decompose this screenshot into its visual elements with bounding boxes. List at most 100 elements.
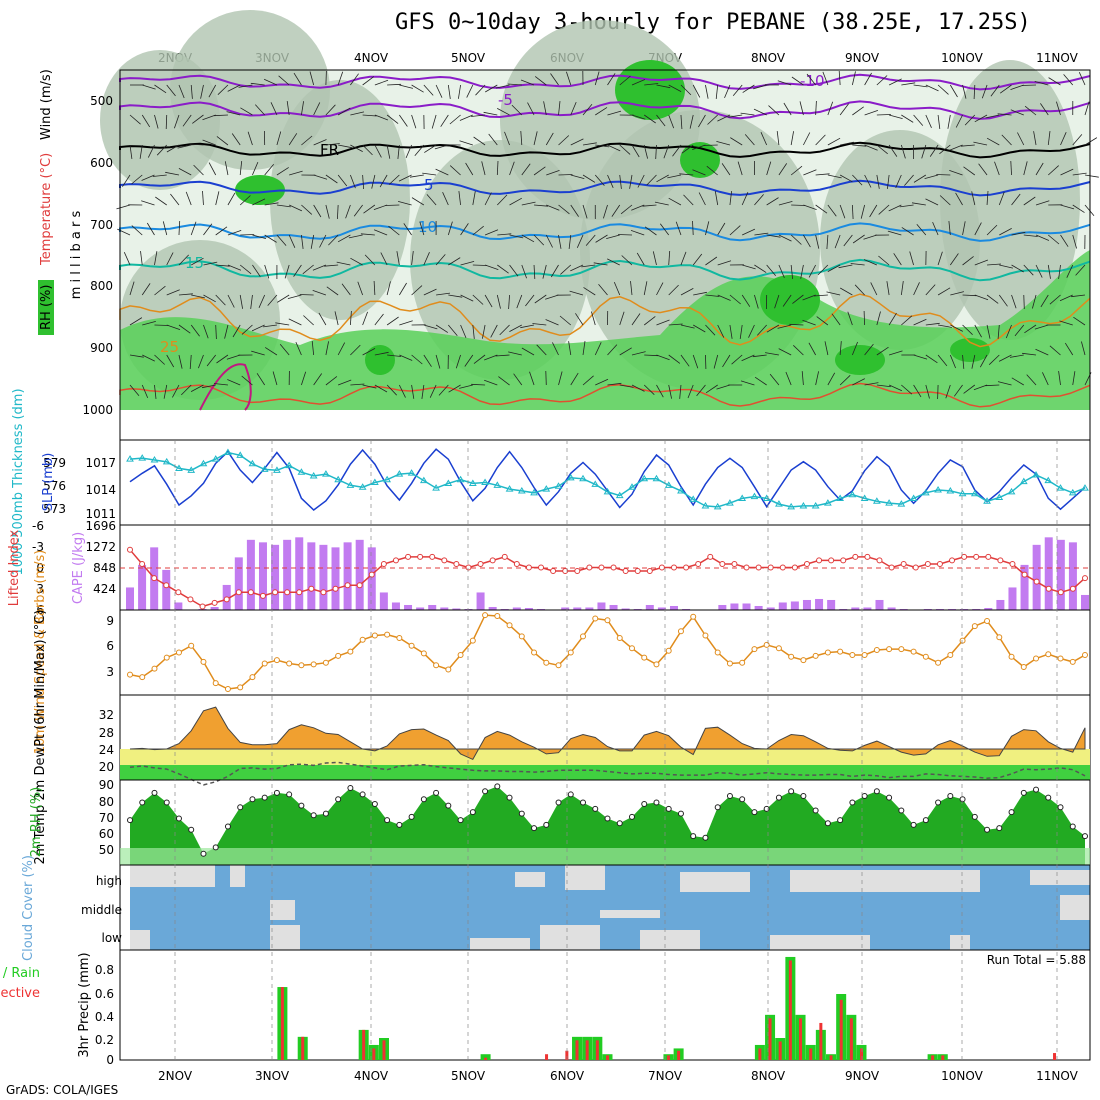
wind-barb bbox=[692, 144, 706, 150]
cape-bar bbox=[669, 605, 678, 610]
cape-bar bbox=[367, 547, 376, 610]
cape-bar bbox=[754, 605, 763, 610]
freezing-level bbox=[119, 141, 1091, 159]
thickness-point bbox=[713, 502, 722, 510]
wind-barb bbox=[631, 114, 646, 120]
wind-barb bbox=[714, 191, 719, 206]
wind-barb bbox=[558, 371, 563, 386]
wind-barb bbox=[141, 114, 151, 128]
lifted-index-point bbox=[634, 568, 641, 575]
thickness-point bbox=[248, 459, 257, 467]
wind10m-point bbox=[849, 652, 856, 659]
wind-barb bbox=[240, 107, 253, 116]
isotherm-25 bbox=[119, 382, 1091, 408]
thickness-line bbox=[129, 451, 1086, 508]
wind-barb bbox=[272, 371, 278, 386]
wind-barb bbox=[325, 174, 338, 184]
wind10m-point bbox=[702, 632, 709, 639]
wind-barb bbox=[362, 144, 373, 156]
wind-barb bbox=[789, 323, 804, 326]
wind-barb bbox=[411, 384, 415, 399]
wind-barb bbox=[203, 261, 218, 266]
date-label: 4NOV bbox=[354, 1069, 389, 1083]
wind-barb bbox=[831, 313, 841, 326]
precip-convective-bar bbox=[606, 1055, 609, 1060]
wind-barb bbox=[362, 76, 375, 86]
wind-barb bbox=[888, 312, 897, 326]
wind-barb bbox=[876, 174, 880, 189]
wind-barb bbox=[399, 354, 413, 361]
wind-barb bbox=[241, 324, 253, 335]
wind-barb bbox=[459, 384, 473, 389]
wind-barb bbox=[826, 234, 829, 250]
wind-barb bbox=[373, 229, 388, 236]
lifted-index-point bbox=[127, 546, 133, 553]
rh2m-point bbox=[861, 793, 868, 800]
wind-barb bbox=[458, 84, 461, 99]
thickness-point bbox=[897, 500, 906, 507]
dewpoint-line bbox=[129, 761, 1086, 786]
lifted-index-point bbox=[791, 564, 798, 571]
cloud-gap bbox=[130, 865, 215, 887]
wind-barb bbox=[558, 135, 570, 146]
rh2m-point bbox=[127, 817, 133, 824]
cloud-gap bbox=[540, 925, 600, 950]
isotherm-30 bbox=[199, 363, 252, 411]
isotherm-label: 10 bbox=[418, 218, 437, 236]
wind-barb bbox=[534, 204, 549, 207]
wind-barb bbox=[791, 204, 806, 206]
cloud-gap bbox=[230, 865, 245, 887]
wind-barb bbox=[715, 84, 719, 99]
date-label: 5NOV bbox=[451, 51, 486, 65]
wind-barb bbox=[595, 107, 608, 116]
wind-barb bbox=[827, 264, 841, 272]
wind-barb bbox=[1040, 103, 1049, 116]
wind-barb bbox=[513, 373, 523, 386]
wind-barb bbox=[252, 198, 266, 206]
cape-bar bbox=[851, 607, 860, 610]
wind-barb bbox=[141, 174, 155, 181]
wind10m-line bbox=[129, 614, 1086, 690]
wind-barb bbox=[619, 347, 632, 356]
wind-barb bbox=[999, 264, 1013, 269]
wind-barb bbox=[178, 220, 181, 236]
thickness-point bbox=[322, 470, 330, 477]
wind-barb bbox=[654, 201, 669, 206]
thickness-point bbox=[1007, 487, 1016, 495]
wind10m-point bbox=[469, 637, 476, 644]
rh2m-point bbox=[935, 799, 942, 806]
wind10m-point bbox=[567, 649, 574, 656]
cape-bar bbox=[778, 602, 787, 610]
wind-barb bbox=[466, 84, 474, 98]
wind-barb bbox=[129, 354, 144, 358]
wind-barb bbox=[888, 204, 902, 212]
wind-barb bbox=[459, 114, 473, 121]
wind-barb bbox=[166, 144, 180, 153]
thickness-point bbox=[640, 474, 649, 482]
li-tick: 3 bbox=[36, 582, 44, 596]
thickness-point bbox=[1032, 471, 1040, 478]
lifted-index-point bbox=[525, 564, 532, 571]
wind-barb bbox=[208, 162, 217, 176]
wind-barb bbox=[985, 114, 1000, 119]
wind-barb bbox=[202, 139, 216, 146]
cape-bar bbox=[416, 607, 425, 610]
wind-barb bbox=[411, 354, 423, 365]
wind-barb bbox=[986, 294, 999, 304]
cape-bar bbox=[948, 608, 957, 610]
pressure-tick: 800 bbox=[90, 279, 113, 293]
wind-barb bbox=[264, 202, 279, 206]
wind-barb bbox=[521, 234, 535, 243]
wind10m-point bbox=[1033, 655, 1040, 662]
wind-barb bbox=[154, 324, 169, 326]
wind-barb bbox=[594, 71, 600, 86]
wind-barb bbox=[484, 84, 498, 93]
wind-barb bbox=[411, 84, 424, 93]
cape-axis-label: CAPE (J/kg) bbox=[71, 532, 86, 604]
wind-barb bbox=[741, 354, 755, 362]
wind-barb bbox=[1049, 345, 1061, 356]
wind-barb bbox=[405, 144, 412, 159]
wind-barb bbox=[741, 294, 751, 307]
wind-barb bbox=[644, 83, 659, 86]
thickness-point bbox=[309, 471, 318, 479]
